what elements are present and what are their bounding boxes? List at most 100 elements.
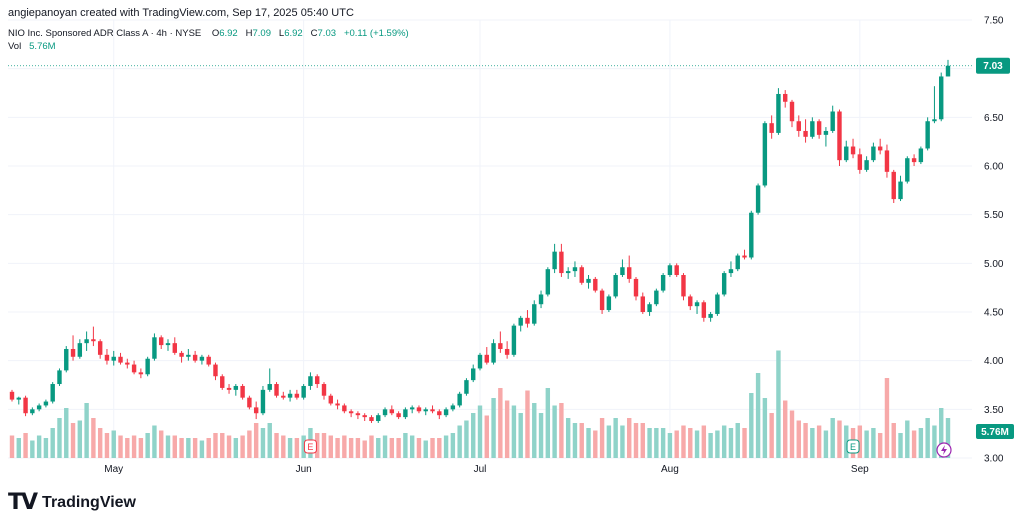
candle-body <box>213 364 218 377</box>
volume-bar <box>532 403 537 458</box>
candle-body <box>192 354 198 361</box>
volume-bar <box>104 433 110 458</box>
close-label: C <box>310 28 318 39</box>
y-tick-label: 3.50 <box>984 405 1004 416</box>
volume-bar <box>715 430 720 458</box>
candle-body <box>97 341 103 355</box>
candle-body <box>877 146 883 151</box>
volume-bar <box>694 430 700 458</box>
candle-body <box>891 171 896 200</box>
volume-bar <box>328 435 333 458</box>
volume-bar <box>70 423 76 458</box>
volume-bar <box>525 390 530 458</box>
tradingview-brand[interactable]: TV TradingView <box>8 490 136 515</box>
candle-body <box>457 393 462 406</box>
volume-bar <box>9 435 15 458</box>
volume-bar <box>749 393 754 458</box>
symbol-name[interactable]: NIO Inc. Sponsored ADR Class A · 4h · NY… <box>8 28 202 39</box>
volume-bar <box>491 398 496 458</box>
volume-bar <box>640 423 645 458</box>
volume-bar <box>287 438 293 458</box>
volume-bar <box>504 400 510 458</box>
candle-body <box>50 384 55 402</box>
candle-body <box>864 160 869 170</box>
candle-body <box>77 343 83 357</box>
y-tick-label: 5.50 <box>984 210 1004 221</box>
y-tick-label: 4.50 <box>984 308 1004 319</box>
candle-body <box>335 403 340 406</box>
y-tick-label: 4.00 <box>984 356 1004 367</box>
volume-bar <box>131 435 137 458</box>
x-tick-label: Sep <box>851 464 869 475</box>
volume-bar <box>803 423 808 458</box>
candle-body <box>783 93 788 102</box>
volume-bar <box>538 413 544 458</box>
candle-body <box>837 111 842 161</box>
candle-body <box>240 385 245 398</box>
candle-body <box>152 337 157 359</box>
volume-bar <box>416 438 422 458</box>
candle-body <box>477 354 483 369</box>
candle-body <box>728 269 734 274</box>
volume-bar <box>871 428 876 458</box>
low-label: L <box>278 28 285 39</box>
volume-bar <box>138 438 144 458</box>
volume-bar <box>423 440 428 458</box>
lightning-icon-glyph <box>941 445 947 455</box>
candle-body <box>36 405 42 410</box>
candle-body <box>525 317 530 324</box>
candle-body <box>918 148 924 163</box>
volume-bar <box>220 433 225 458</box>
volume-bar <box>932 425 937 458</box>
volume-bar <box>823 430 829 458</box>
candle-body <box>16 397 21 400</box>
high-value: 7.09 <box>252 28 272 39</box>
candle-body <box>823 130 829 135</box>
candle-body <box>389 409 395 414</box>
candle-body <box>518 317 523 326</box>
volume-bar <box>226 435 232 458</box>
volume-bar <box>186 438 191 458</box>
candle-body <box>545 269 551 295</box>
candle-body <box>179 352 184 357</box>
volume-bar <box>281 435 286 458</box>
volume-bar <box>43 438 49 458</box>
candle-body <box>681 275 686 297</box>
volume-bar <box>586 428 591 458</box>
candle-body <box>186 354 191 357</box>
candle-body <box>532 304 537 324</box>
candle-body <box>443 409 449 416</box>
candle-body <box>538 294 544 305</box>
candle-body <box>369 417 374 422</box>
volume-bar <box>382 435 388 458</box>
volume-bar <box>810 428 815 458</box>
price-badges: 7.03 5.76M <box>976 57 1014 439</box>
volume-bar <box>769 413 774 458</box>
candle-body <box>871 146 876 161</box>
candle-body <box>796 121 801 131</box>
volume-bar <box>464 420 469 458</box>
y-tick-label: 6.00 <box>984 162 1004 173</box>
volume-bar <box>783 400 788 458</box>
volume-bar <box>199 440 205 458</box>
volume-bar <box>945 418 951 458</box>
volume-bar <box>315 433 320 458</box>
candle-body <box>57 370 62 385</box>
volume-bar <box>925 418 930 458</box>
volume-bar <box>559 403 564 458</box>
candle-body <box>84 339 89 344</box>
volume-label[interactable]: Vol <box>8 41 22 52</box>
volume-bar <box>97 428 103 458</box>
candle-body <box>267 384 272 390</box>
volume-bar <box>443 435 449 458</box>
volume-bar <box>728 428 734 458</box>
volume-bar <box>742 428 747 458</box>
candle-body <box>620 267 625 276</box>
volume-bar <box>891 423 896 458</box>
volume-bar <box>118 435 123 458</box>
candle-body <box>43 401 49 406</box>
volume-bar <box>816 425 822 458</box>
candle-body <box>803 130 808 137</box>
volume-bar <box>36 435 42 458</box>
